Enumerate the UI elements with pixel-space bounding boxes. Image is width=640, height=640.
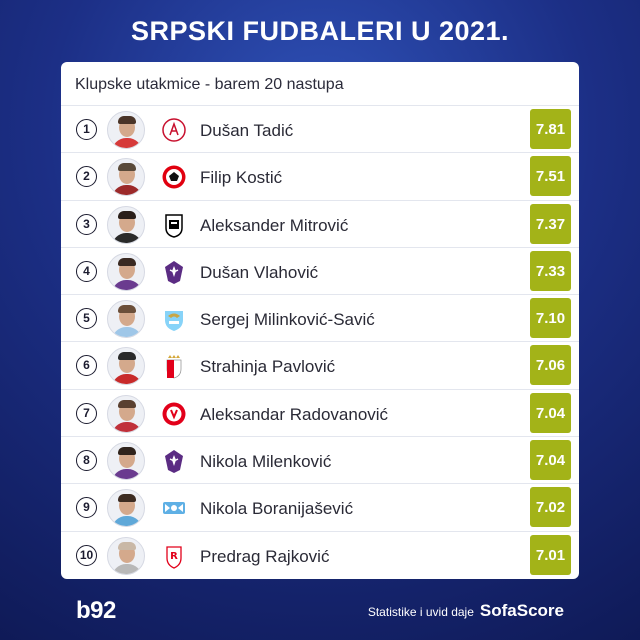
rank-badge: 7 bbox=[76, 402, 97, 424]
fiorentina-crest-icon bbox=[161, 259, 187, 285]
rank-badge: 2 bbox=[76, 166, 97, 188]
player-avatar-icon bbox=[107, 442, 145, 481]
card-subtitle: Klupske utakmice - barem 20 nastupa bbox=[61, 62, 579, 106]
player-avatar-icon bbox=[107, 394, 145, 433]
player-avatar-icon bbox=[107, 205, 145, 244]
svg-text:R: R bbox=[170, 551, 178, 562]
rank-badge: 10 bbox=[76, 544, 97, 566]
player-name: Predrag Rajković bbox=[200, 546, 330, 566]
credit-text: Statistike i uvid daje bbox=[367, 605, 474, 619]
page-title: SRPSKI FUDBALERI U 2021. bbox=[130, 16, 510, 46]
rating-badge: 7.06 bbox=[530, 345, 571, 386]
rank-badge: 9 bbox=[76, 497, 97, 519]
player-name: Dušan Vlahović bbox=[200, 262, 319, 282]
player-avatar-icon bbox=[107, 300, 145, 339]
b92-logo: b92 bbox=[76, 597, 116, 624]
player-row: 5 Sergej Milinković-Savić 7.10 bbox=[61, 295, 579, 343]
rank-badge: 1 bbox=[76, 119, 97, 140]
ranking-card: Klupske utakmice - barem 20 nastupa 1 Du… bbox=[61, 62, 579, 579]
player-name: Strahinja Pavlović bbox=[200, 357, 336, 377]
eintracht-frankfurt-crest-icon bbox=[161, 164, 187, 190]
footer-credit: Statistike i uvid daje SofaScore bbox=[368, 601, 564, 621]
rank-badge: 5 bbox=[76, 308, 97, 330]
player-avatar-icon bbox=[107, 158, 145, 197]
player-row: 1 Dušan Tadić 7.81 bbox=[61, 106, 579, 154]
player-avatar-icon bbox=[107, 489, 145, 528]
rating-badge: 7.33 bbox=[530, 250, 571, 291]
player-name: Aleksandar Radovanović bbox=[200, 404, 389, 424]
rank-badge: 4 bbox=[76, 260, 97, 282]
fiorentina-crest-icon bbox=[161, 448, 187, 474]
player-row: 3 Aleksander Mitrović 7.37 bbox=[61, 201, 579, 248]
rating-badge: 7.04 bbox=[530, 392, 571, 433]
kortrijk-crest-icon bbox=[161, 401, 187, 427]
player-name: Nikola Milenković bbox=[200, 452, 332, 472]
sofascore-logo: SofaScore bbox=[479, 601, 564, 620]
player-row: 6 Strahinja Pavlović 7.06 bbox=[61, 342, 579, 390]
player-row: 8 Nikola Milenković 7.04 bbox=[61, 437, 579, 485]
fulham-crest-icon bbox=[161, 212, 187, 238]
zurich-crest-icon bbox=[161, 495, 187, 521]
rating-badge: 7.04 bbox=[530, 440, 571, 481]
rank-badge: 8 bbox=[76, 450, 97, 472]
monaco-crest-icon bbox=[161, 353, 187, 379]
ajax-crest-icon bbox=[161, 117, 187, 143]
rating-badge: 7.37 bbox=[530, 203, 571, 244]
player-avatar-icon bbox=[107, 347, 145, 386]
rating-badge: 7.10 bbox=[530, 298, 571, 339]
player-name: Nikola Boranijašević bbox=[200, 499, 354, 519]
rating-badge: 7.81 bbox=[530, 109, 571, 149]
reims-crest-icon: R bbox=[161, 543, 187, 569]
rating-badge: 7.02 bbox=[530, 487, 571, 528]
rank-badge: 6 bbox=[76, 355, 97, 377]
rating-badge: 7.51 bbox=[530, 156, 571, 197]
player-avatar-icon bbox=[107, 252, 145, 291]
player-name: Sergej Milinković-Savić bbox=[200, 310, 375, 330]
player-row: 2 Filip Kostić 7.51 bbox=[61, 153, 579, 201]
player-list: 1 Dušan Tadić 7.81 2 Filip Kostić 7.51 3… bbox=[61, 106, 579, 579]
player-avatar-icon bbox=[107, 536, 145, 575]
rank-badge: 3 bbox=[76, 213, 97, 235]
player-row: 4 Dušan Vlahović 7.33 bbox=[61, 248, 579, 296]
rating-badge: 7.01 bbox=[530, 534, 571, 575]
lazio-crest-icon bbox=[161, 306, 187, 332]
player-row: 7 Aleksandar Radovanović 7.04 bbox=[61, 390, 579, 438]
player-avatar-icon bbox=[107, 111, 145, 149]
player-row: 10 R Predrag Rajković 7.01 bbox=[61, 532, 579, 579]
player-name: Dušan Tadić bbox=[200, 121, 294, 140]
player-row: 9 Nikola Boranijašević 7.02 bbox=[61, 484, 579, 532]
player-name: Aleksander Mitrović bbox=[200, 215, 349, 235]
player-name: Filip Kostić bbox=[200, 168, 283, 188]
